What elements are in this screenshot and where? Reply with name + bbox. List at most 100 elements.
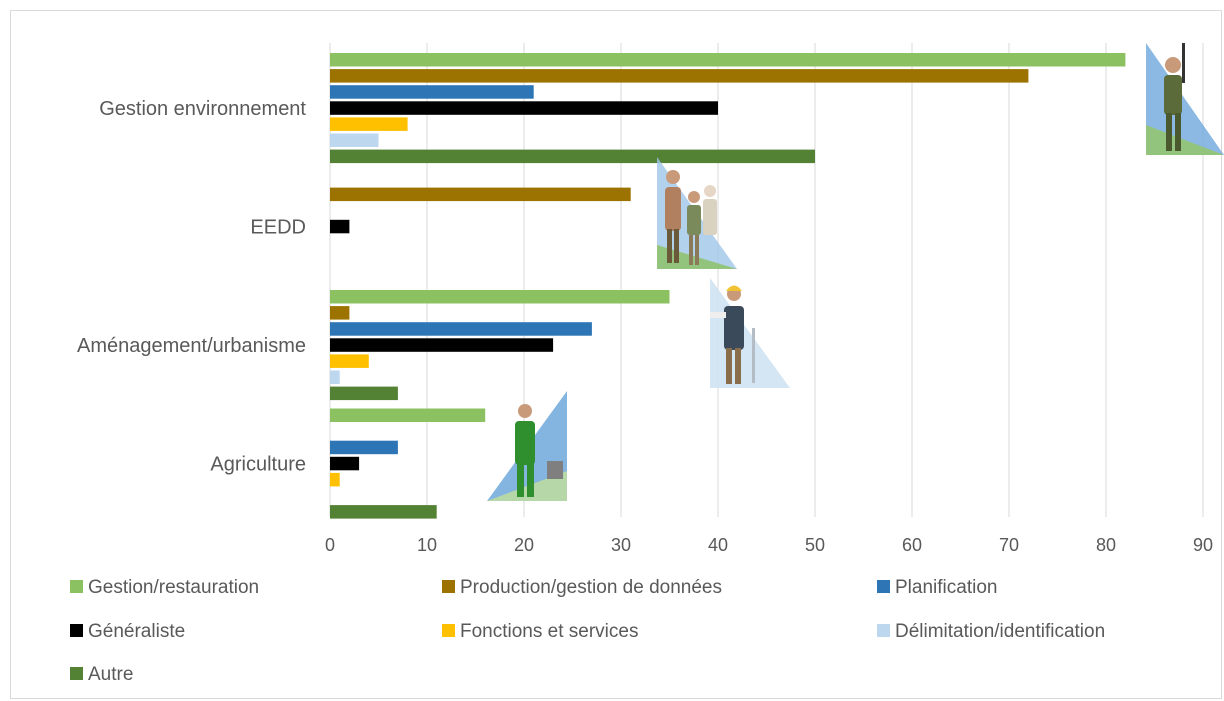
family-hikers-icon — [657, 157, 737, 269]
body — [1164, 75, 1182, 115]
bar — [330, 306, 350, 320]
legend-label: Autre — [88, 664, 133, 685]
head — [1165, 57, 1181, 73]
legend-label: Gestion/restauration — [88, 577, 259, 598]
adult — [665, 187, 681, 231]
bar — [330, 53, 1126, 67]
bar — [330, 149, 815, 164]
x-tick-label: 50 — [805, 535, 825, 555]
bar — [330, 101, 718, 115]
adult — [703, 199, 717, 235]
x-tick-label: 30 — [611, 535, 631, 555]
legend-item: Délimitation/identification — [877, 621, 1105, 642]
plans — [710, 312, 726, 318]
legend-label: Production/gestion de données — [460, 577, 722, 598]
leg — [689, 235, 693, 265]
legend-item: Planification — [877, 577, 997, 598]
x-tick-label: 60 — [902, 535, 922, 555]
pylon — [752, 328, 755, 383]
illustrations — [487, 43, 1224, 501]
legend-label: Fonctions et services — [460, 621, 638, 642]
legend-swatch — [70, 667, 83, 680]
bars — [330, 53, 1126, 519]
legend-label: Planification — [895, 577, 997, 598]
category-label: EEDD — [250, 217, 306, 239]
tripod — [1182, 43, 1185, 83]
legend-item: Autre — [70, 664, 133, 685]
grass — [1146, 125, 1224, 155]
legend-swatch — [442, 624, 455, 637]
bar — [330, 338, 554, 352]
body — [515, 421, 535, 465]
leg — [735, 348, 741, 384]
bar — [330, 505, 437, 519]
body — [724, 306, 744, 350]
bar — [330, 354, 369, 368]
bar — [330, 117, 408, 131]
helmet — [726, 285, 742, 291]
child — [687, 205, 701, 235]
x-tick-label: 80 — [1096, 535, 1116, 555]
leg — [527, 463, 534, 497]
series-4 — [330, 117, 408, 487]
legend: Gestion/restauration Production/gestion d… — [70, 577, 1105, 685]
leg — [674, 229, 679, 263]
leg — [695, 235, 699, 265]
bar — [330, 472, 340, 487]
chart-frame — [10, 10, 1222, 699]
head — [518, 404, 532, 418]
x-tick-label: 0 — [325, 535, 335, 555]
leg — [667, 229, 672, 263]
legend-item: Généraliste — [70, 621, 185, 642]
bar — [330, 219, 350, 234]
bar — [330, 133, 379, 147]
bar — [330, 386, 398, 401]
bar — [330, 440, 398, 455]
series-2 — [330, 85, 592, 455]
series-5 — [330, 133, 379, 384]
category-label: Gestion environnement — [99, 98, 306, 120]
tractor — [547, 461, 563, 479]
x-tick-label: 90 — [1193, 535, 1213, 555]
legend-label: Généraliste — [88, 621, 185, 642]
legend-item: Fonctions et services — [442, 621, 638, 642]
leg — [726, 348, 732, 384]
series-0 — [330, 53, 1126, 422]
leg — [1175, 113, 1181, 151]
bar — [330, 456, 360, 471]
head — [688, 191, 700, 203]
head — [666, 170, 680, 184]
x-tick-labels: 0 10 20 30 40 50 60 70 80 90 — [325, 535, 1213, 555]
category-label: Aménagement/urbanisme — [77, 335, 306, 357]
legend-label: Délimitation/identification — [895, 621, 1105, 642]
x-tick-label: 70 — [999, 535, 1019, 555]
head — [704, 185, 716, 197]
legend-swatch — [70, 580, 83, 593]
bar — [330, 69, 1029, 83]
bar — [330, 290, 670, 304]
series-3 — [330, 101, 718, 471]
leg — [1166, 113, 1172, 151]
leg — [517, 463, 524, 497]
legend-swatch — [442, 580, 455, 593]
x-tick-label: 10 — [417, 535, 437, 555]
bar — [330, 322, 592, 336]
bar — [330, 370, 340, 384]
naturalist-icon — [1146, 43, 1224, 155]
engineer-icon — [710, 278, 790, 388]
category-labels: Gestion environnement EEDD Aménagement/urb… — [77, 98, 306, 476]
legend-swatch — [70, 624, 83, 637]
bar — [330, 408, 486, 422]
category-label: Agriculture — [210, 454, 306, 476]
x-tick-label: 20 — [514, 535, 534, 555]
sky-wedge — [710, 278, 790, 388]
bar — [330, 187, 631, 202]
legend-item: Gestion/restauration — [70, 577, 259, 598]
legend-swatch — [877, 580, 890, 593]
x-tick-label: 40 — [708, 535, 728, 555]
series-6 — [330, 149, 815, 519]
legend-swatch — [877, 624, 890, 637]
farmer-icon — [487, 391, 567, 501]
sky-wedge — [1146, 43, 1224, 155]
